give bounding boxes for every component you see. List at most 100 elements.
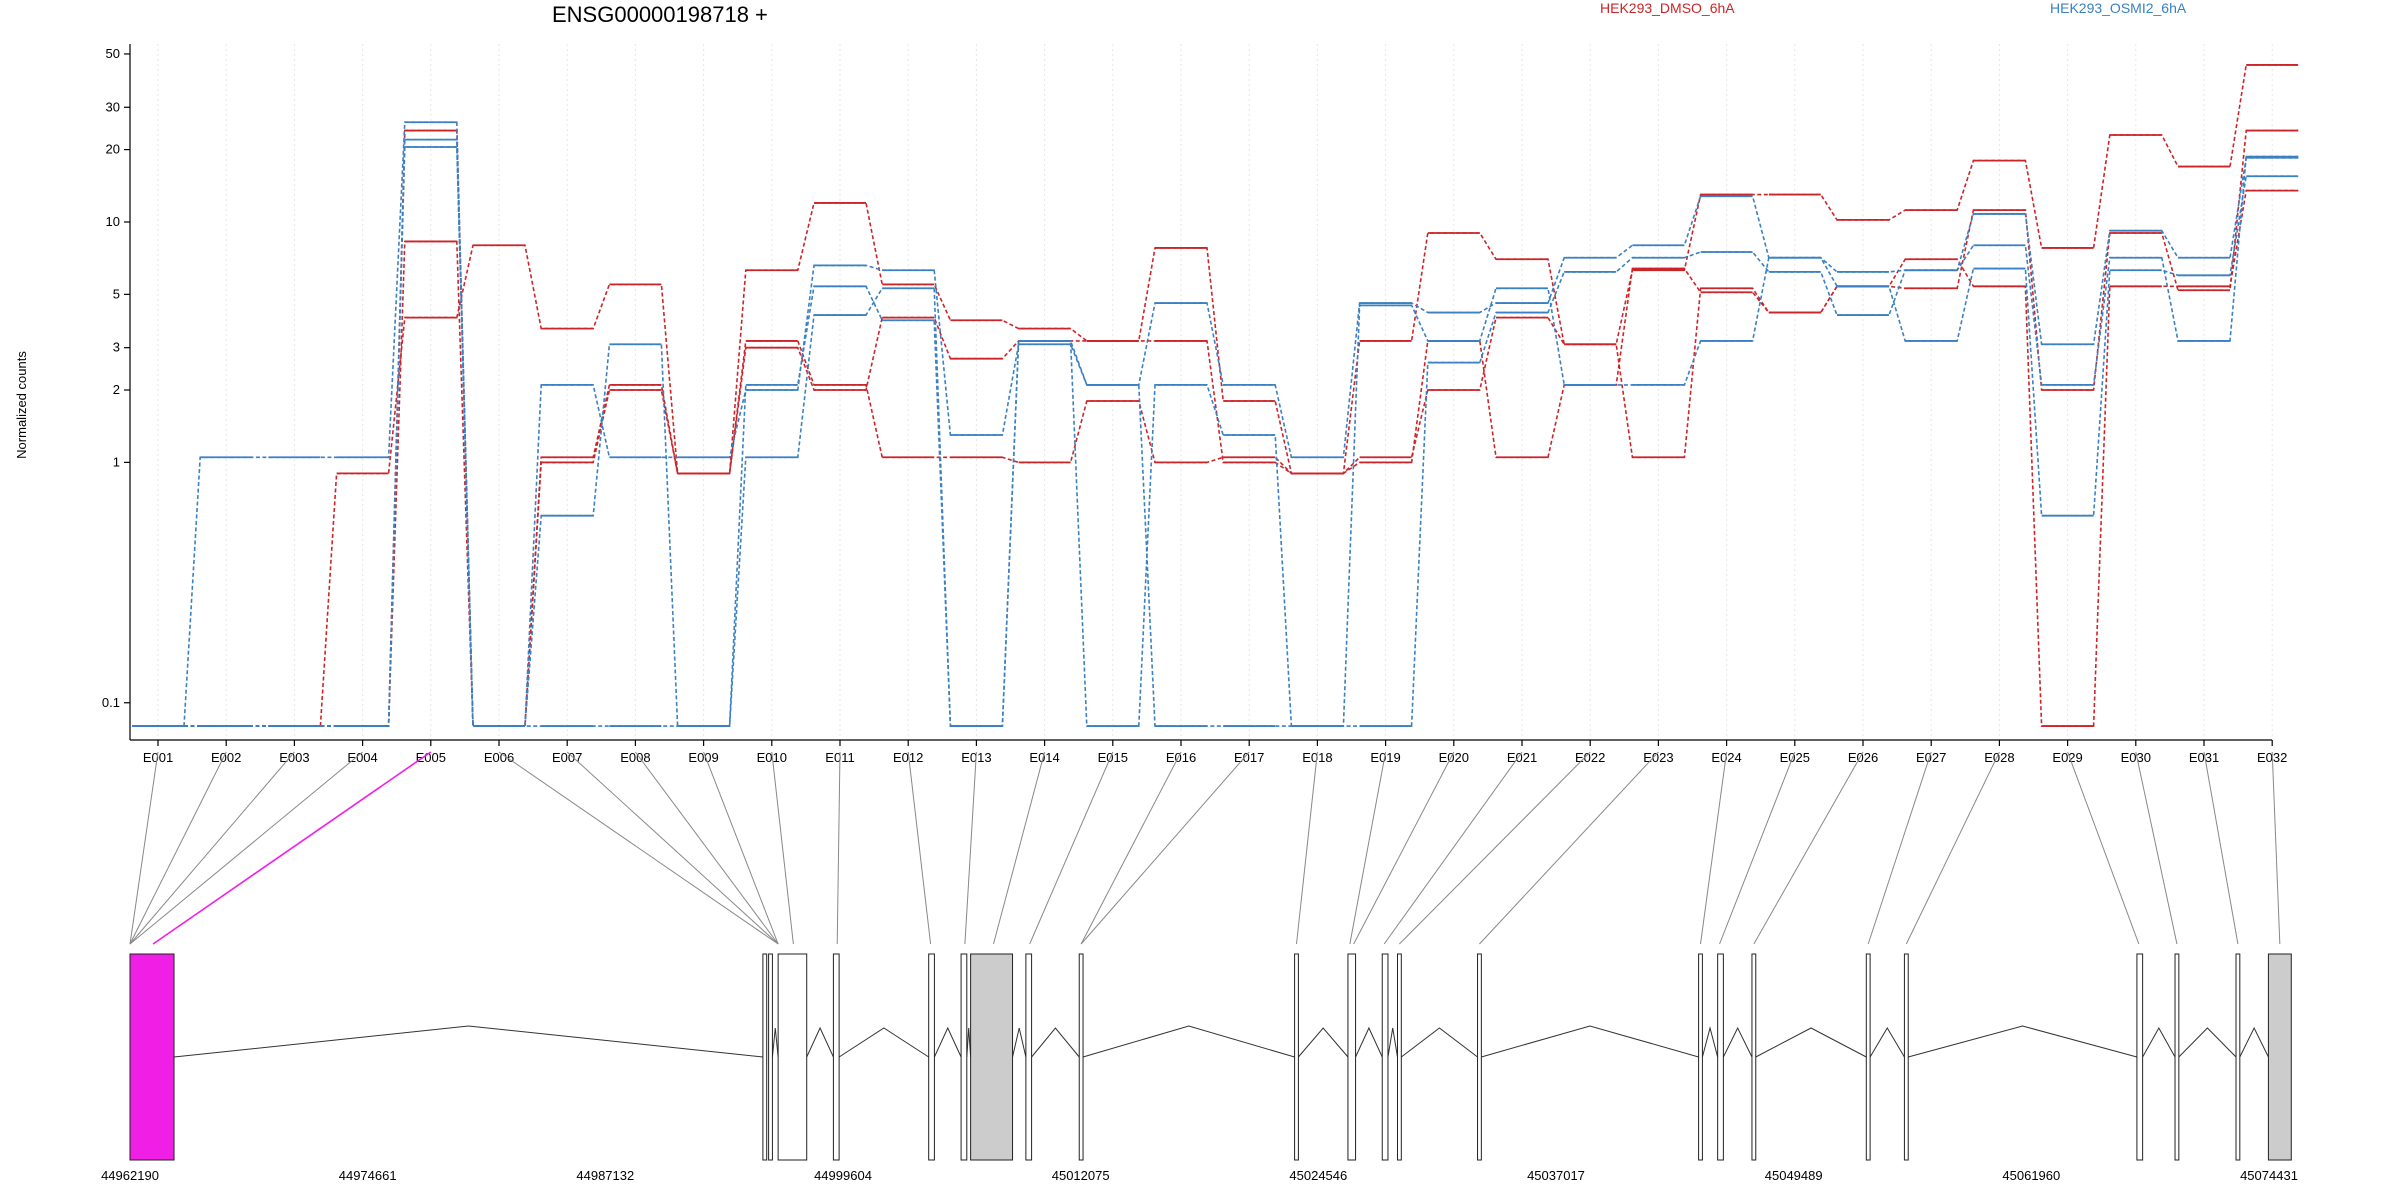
exon-connector: [1349, 751, 1387, 945]
genomic-coordinate-label: 44962190: [101, 1168, 159, 1183]
intron-line: [1401, 1027, 1478, 1058]
x-tick-label: E023: [1643, 750, 1673, 765]
x-tick-label: E012: [893, 750, 923, 765]
exon-box: [1903, 953, 1909, 1161]
exon-connector: [152, 751, 432, 945]
x-tick-label: E024: [1711, 750, 1741, 765]
exon-connector: [1353, 751, 1455, 945]
exon-box: [1294, 953, 1299, 1161]
x-tick-label: E027: [1916, 750, 1946, 765]
gene-model: 44962190 44974661 44987132 44999604 45012075…: [101, 953, 2298, 1183]
exon-connector: [1479, 751, 1659, 945]
exon-connector: [129, 751, 295, 945]
exon-box: [1698, 953, 1703, 1161]
exon-box: [1381, 953, 1389, 1161]
genomic-coordinate-label: 45024546: [1289, 1168, 1347, 1183]
exon-connector: [1080, 751, 1182, 945]
series-HEK293_OSMI2_6hA: [132, 138, 2299, 727]
intron-line: [1355, 1026, 1383, 1058]
x-tick-label: E004: [347, 750, 377, 765]
legend-entry-osmi2: HEK293_OSMI2_6hA: [2050, 0, 2187, 16]
intron-line: [2239, 1026, 2269, 1058]
y-tick-label: 0.1: [102, 695, 120, 710]
data-series: [132, 64, 2299, 727]
exon-box: [1347, 953, 1357, 1161]
x-tick-label: E016: [1166, 750, 1196, 765]
exon-connector: [1029, 751, 1114, 945]
exon-connector: [498, 751, 779, 945]
exon-box: [129, 953, 175, 1161]
y-axis: 0.1 1 2 3 5 10 20 30 50: [102, 44, 131, 740]
x-tick-label: E010: [757, 750, 787, 765]
exon-connector: [992, 751, 1046, 945]
series-HEK293_DMSO_6hA: [132, 129, 2299, 727]
y-tick-label: 20: [106, 142, 120, 157]
exon-connector: [129, 751, 227, 945]
x-tick-label: E015: [1098, 750, 1128, 765]
x-axis: E001 E002 E003 E004 E005 E006 E007 E008 E009 E010…: [130, 739, 2287, 765]
series-HEK293_OSMI2_6hA: [132, 146, 2299, 727]
intron-line: [838, 1027, 929, 1058]
y-tick-label: 5: [113, 286, 120, 301]
x-tick-label: E014: [1029, 750, 1059, 765]
intron-line: [771, 1027, 779, 1058]
exon-connector: [1080, 751, 1250, 945]
exon-box: [1751, 953, 1757, 1161]
exon-connector: [703, 751, 779, 945]
exon-connector: [1753, 751, 1864, 945]
intron-line: [173, 1025, 763, 1058]
genomic-coordinate-label: 44974661: [339, 1168, 397, 1183]
exon-box: [928, 953, 935, 1161]
x-tick-label: E030: [2121, 750, 2151, 765]
exon-connector: [1905, 751, 2000, 945]
exon-box: [1717, 953, 1724, 1161]
intron-line: [933, 1026, 962, 1058]
chart-title: ENSG00000198718 +: [552, 2, 768, 27]
exon-connector: [771, 751, 794, 945]
genomic-coordinate-label: 45049489: [1765, 1168, 1823, 1183]
exon-connector: [2271, 751, 2281, 945]
intron-line: [1701, 1026, 1719, 1058]
intron-line: [1031, 1027, 1080, 1058]
x-tick-label: E021: [1507, 750, 1537, 765]
intron-line: [2142, 1026, 2176, 1058]
genomic-coordinate-label: 45074431: [2240, 1168, 2298, 1183]
exon-connector: [2067, 751, 2140, 945]
x-tick-label: E007: [552, 750, 582, 765]
y-tick-label: 2: [113, 382, 120, 397]
exon-box: [1396, 953, 1402, 1161]
exon-box: [970, 953, 1014, 1161]
intron-line: [1012, 1027, 1027, 1058]
x-tick-label: E031: [2189, 750, 2219, 765]
exon-connector: [1295, 751, 1318, 945]
gridlines: [157, 44, 2273, 740]
exon-box: [2174, 953, 2180, 1161]
exon-connector: [907, 751, 932, 945]
exon-box: [832, 953, 840, 1161]
y-tick-label: 1: [113, 454, 120, 469]
intron-line: [1481, 1025, 1699, 1058]
intron-line: [1869, 1027, 1905, 1058]
y-tick-label: 10: [106, 214, 120, 229]
x-tick-label: E019: [1370, 750, 1400, 765]
x-tick-label: E020: [1439, 750, 1469, 765]
exon-box: [1865, 953, 1871, 1161]
exon-box: [1025, 953, 1033, 1161]
x-tick-label: E029: [2052, 750, 2082, 765]
x-tick-label: E009: [688, 750, 718, 765]
exon-connector: [566, 751, 779, 945]
y-tick-label: 30: [106, 99, 120, 114]
exon-box: [960, 953, 968, 1161]
intron-line: [1082, 1025, 1295, 1058]
exon-box: [2235, 953, 2241, 1161]
x-tick-label: E006: [484, 750, 514, 765]
genomic-coordinate-label: 45061960: [2002, 1168, 2060, 1183]
y-tick-label: 50: [106, 46, 120, 61]
exon-box: [1078, 953, 1084, 1161]
series-line: [132, 129, 2299, 727]
x-tick-label: E022: [1575, 750, 1605, 765]
exon-connector: [1383, 751, 1523, 945]
exon-connector: [634, 751, 779, 945]
genomic-coordinate-label: 44987132: [576, 1168, 634, 1183]
